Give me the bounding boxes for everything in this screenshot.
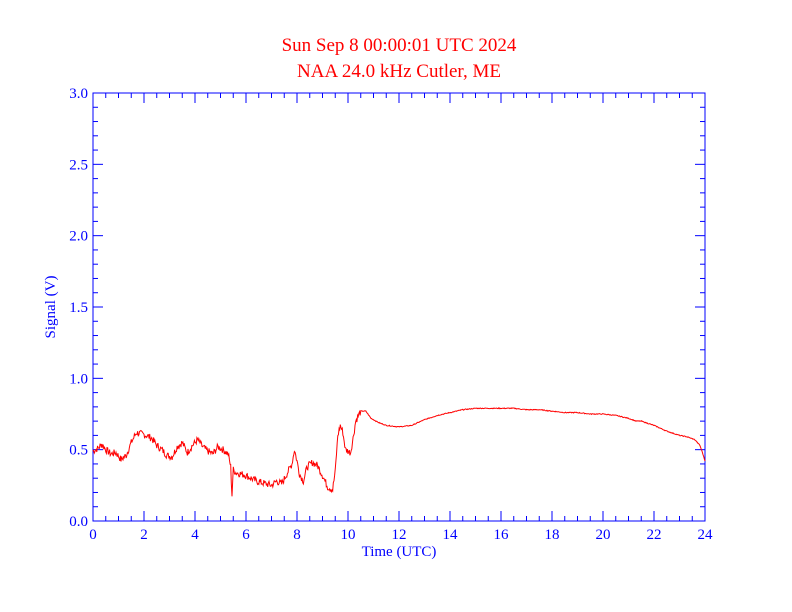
y-tick-label: 2.5 — [69, 157, 88, 173]
x-axis: 0 2 4 6 8 10 12 14 16 18 20 22 24 — [89, 93, 713, 543]
y-tick-label: 1.5 — [69, 300, 88, 316]
y-tick-label: 2.0 — [69, 229, 88, 245]
x-tick-label: 14 — [443, 527, 459, 543]
plot-frame — [92, 92, 706, 522]
x-tick-label: 8 — [293, 527, 301, 543]
y-tick-label: 0.0 — [69, 514, 88, 530]
series-line — [92, 407, 706, 497]
y-tick-label: 0.5 — [69, 443, 88, 459]
chart-subtitle: NAA 24.0 kHz Cutler, ME — [297, 61, 501, 82]
x-tick-label: 16 — [494, 527, 510, 543]
x-tick-label: 6 — [242, 527, 250, 543]
x-axis-label: Time (UTC) — [362, 544, 437, 560]
y-tick-label: 3.0 — [69, 86, 88, 102]
y-axis-label: Signal (V) — [43, 276, 59, 339]
x-tick-label: 0 — [89, 527, 97, 543]
x-tick-label: 18 — [545, 527, 560, 543]
x-tick-label: 2 — [140, 527, 148, 543]
y-axis: 0.0 0.5 1.0 1.5 2.0 2.5 3.0 — [69, 86, 705, 530]
x-tick-label: 24 — [698, 527, 714, 543]
x-tick-label: 4 — [191, 527, 199, 543]
x-tick-label: 22 — [647, 527, 662, 543]
x-tick-label: 10 — [341, 527, 356, 543]
y-tick-label: 1.0 — [69, 371, 88, 387]
x-tick-label: 12 — [392, 527, 407, 543]
x-tick-label: 20 — [596, 527, 611, 543]
chart-title: Sun Sep 8 00:00:01 UTC 2024 — [282, 35, 517, 56]
